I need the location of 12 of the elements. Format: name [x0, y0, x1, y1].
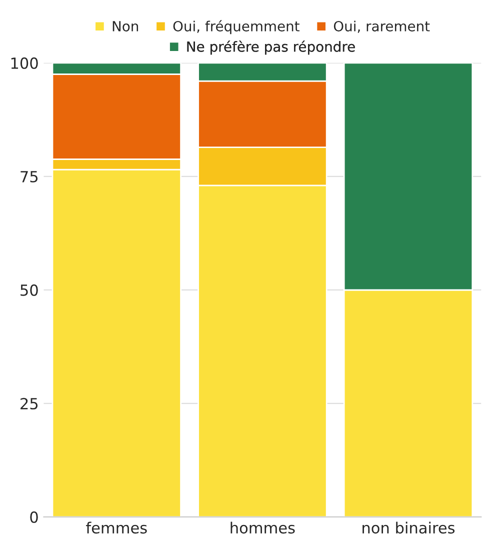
legend-label: Ne préfère pas répondre [187, 40, 355, 55]
x-tick-label: hommes [230, 522, 295, 534]
x-tick-label: femmes [86, 522, 147, 534]
y-tick-label: 100 [11, 57, 38, 69]
legend-label: Oui, rarement [334, 20, 430, 33]
y-tick-label: 25 [20, 398, 38, 410]
y-tick-label: 75 [20, 171, 38, 182]
legend-label: Oui, fréquemment [173, 20, 300, 34]
y-tick-label: 50 [20, 284, 38, 296]
y-tick-label: 0 [30, 511, 38, 523]
legend-label: Non [112, 21, 138, 32]
x-tick-label: non binaires [362, 522, 455, 534]
